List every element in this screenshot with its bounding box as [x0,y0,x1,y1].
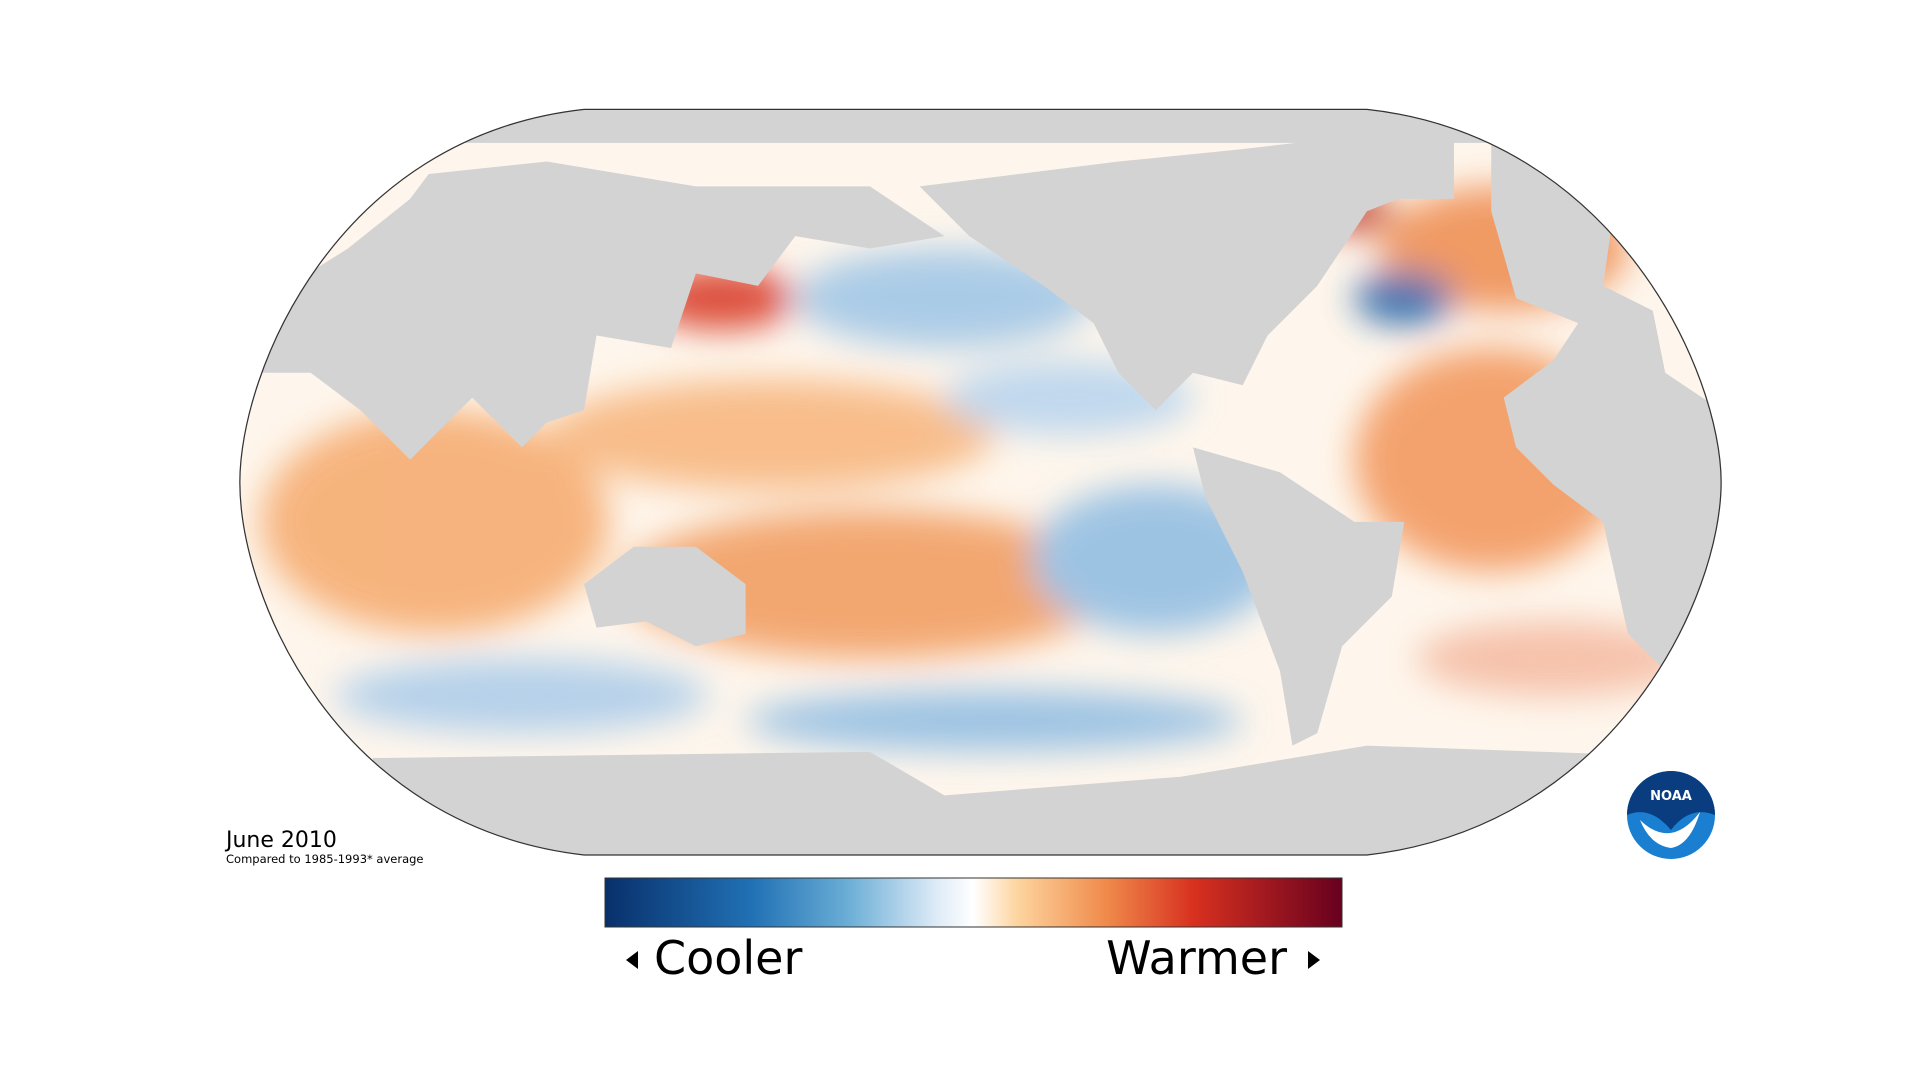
noaa-logo: NOAA [1627,771,1715,859]
map-subtitle: Compared to 1985-1993* average [226,852,424,866]
legend-low: Cooler [654,931,802,985]
map-outline [239,108,1722,856]
logo-text: NOAA [1650,789,1692,804]
map [239,108,1722,856]
map-title: June 2010 [224,828,337,853]
legend-high: Warmer [1106,931,1287,985]
cooler-arrow [626,951,638,969]
warmer-arrow [1308,951,1320,969]
colorbar [604,877,1343,928]
